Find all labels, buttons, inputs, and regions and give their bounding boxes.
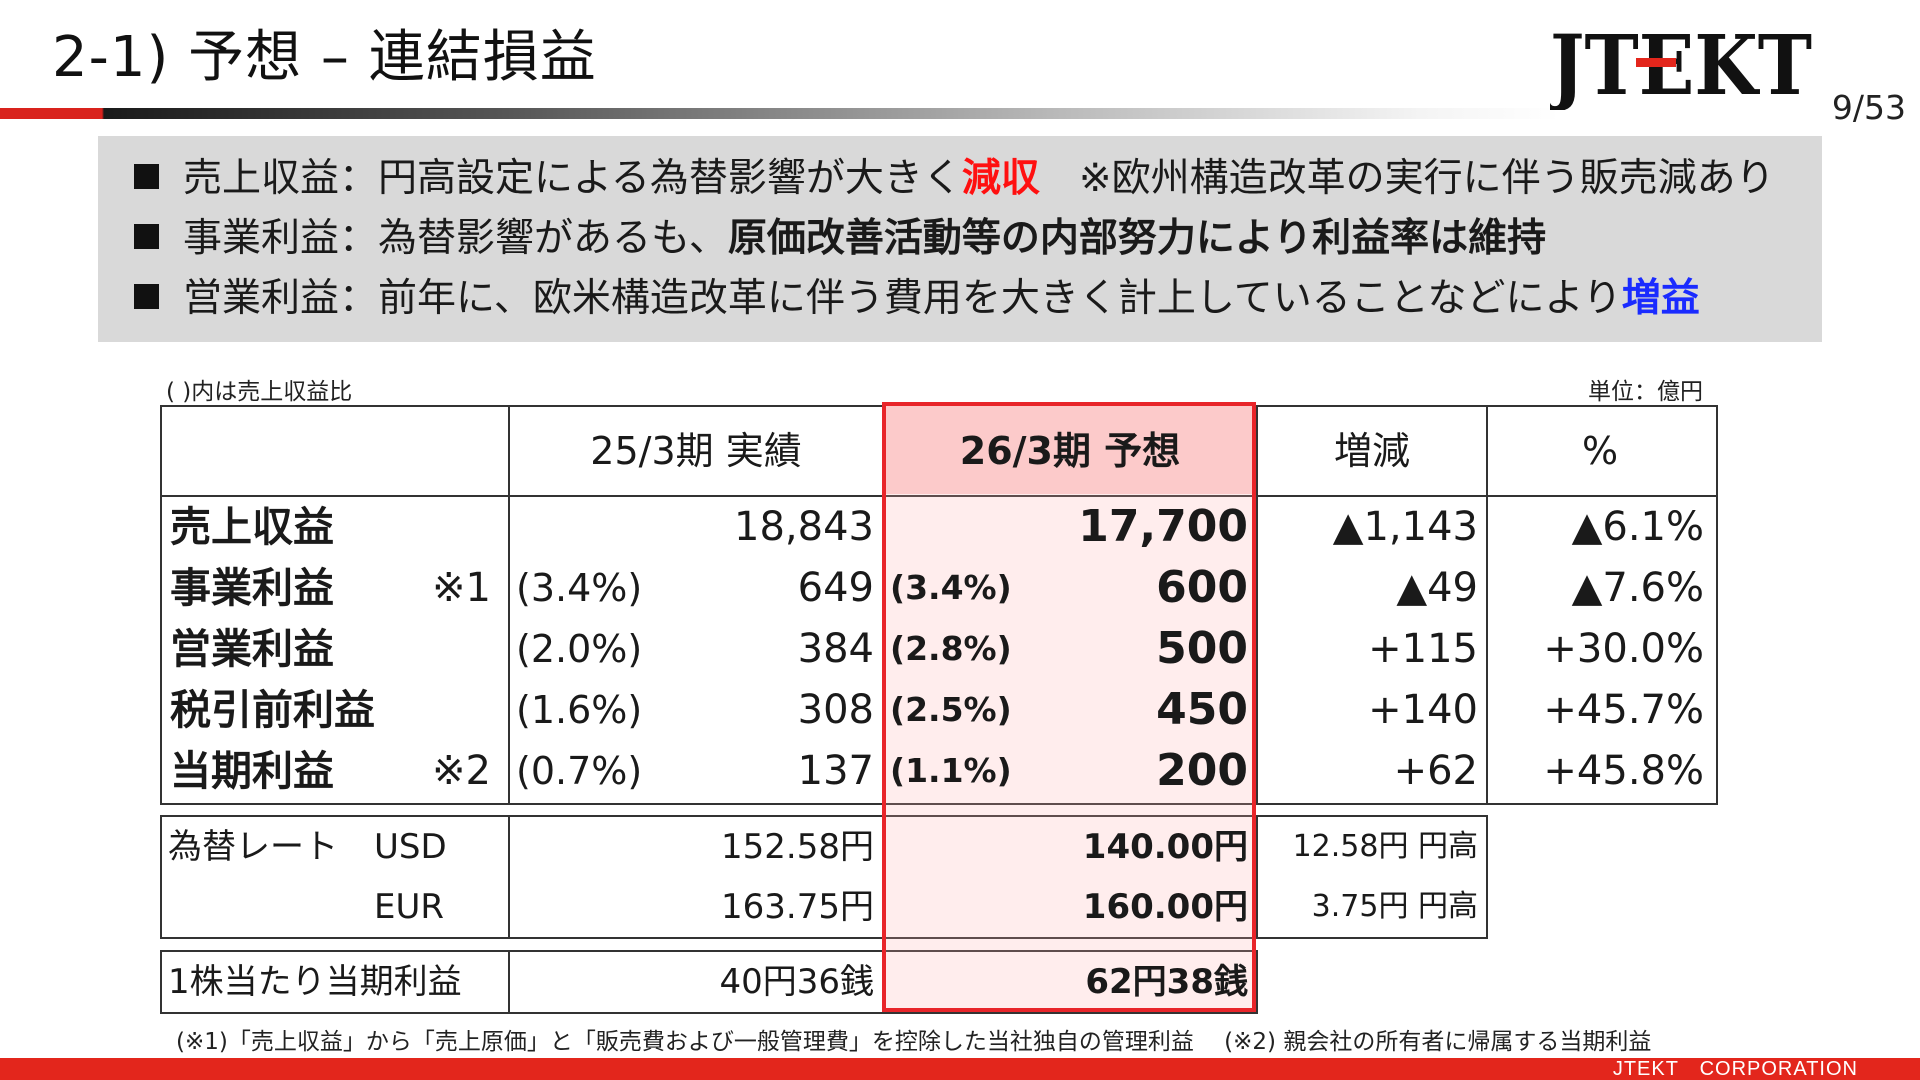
emphasis-decrease: 減収 [961, 156, 1040, 201]
cell-percent: +45.7% [1543, 687, 1704, 733]
cell-forecast-ratio: (2.5%) [890, 690, 1012, 729]
cell-forecast-ratio: (3.4%) [890, 568, 1012, 607]
cell-prev-value: 18,843 [734, 504, 874, 550]
jtekt-logo: JTEKT [1550, 18, 1812, 110]
cell-percent: +45.8% [1543, 748, 1704, 794]
cell-prev-value: 137 [797, 748, 874, 794]
table-column-divider [1486, 405, 1488, 805]
cell-prev-value: 308 [797, 687, 874, 733]
row-footnote-mark: ※2 [432, 748, 491, 794]
row-label-revenue: 売上収益 [170, 503, 334, 551]
eps-forecast: 62円38銭 [1085, 962, 1248, 1002]
unit-note: 単位：億円 [1588, 379, 1703, 405]
fx-label: 為替レート [168, 827, 338, 867]
page-title: 2-1) 予想 – 連結損益 [52, 25, 597, 90]
table-column-divider [508, 815, 510, 939]
cell-forecast-value: 450 [1156, 684, 1248, 735]
cell-change: ▲49 [1396, 565, 1478, 611]
cell-prev-ratio: (3.4%) [516, 566, 643, 610]
fx-currency-usd: USD [374, 827, 447, 867]
row-label-pretax-profit: 税引前利益 [170, 686, 375, 734]
footer-bar: JTEKT CORPORATION [0, 1058, 1920, 1080]
cell-forecast-ratio: (2.8%) [890, 629, 1012, 668]
svg-text:JTEKT: JTEKT [1550, 18, 1812, 110]
cell-forecast-value: 200 [1156, 745, 1248, 796]
header-percent: % [1581, 429, 1619, 473]
fx-prev-usd: 152.58円 [721, 827, 874, 867]
summary-line-operating-profit: 営業利益：前年に、欧米構造改革に伴う費用を大きく計上していることなどにより増益 [134, 274, 1700, 324]
cell-forecast-value: 500 [1156, 623, 1248, 674]
cell-percent: +30.0% [1543, 626, 1704, 672]
cell-percent: ▲7.6% [1571, 565, 1704, 611]
row-footnote-mark: ※1 [432, 565, 491, 611]
page-number: 9/53 [1831, 88, 1906, 127]
table-header-divider [160, 495, 1718, 497]
cell-prev-ratio: (0.7%) [516, 749, 643, 793]
table-column-divider [508, 405, 510, 805]
table-column-divider [1256, 815, 1258, 939]
cell-forecast-value: 17,700 [1078, 501, 1248, 552]
fx-change-usd: 12.58円 円高 [1292, 829, 1478, 864]
row-label-net-profit: 当期利益 [170, 747, 334, 795]
cell-forecast-ratio: (1.1%) [890, 751, 1012, 790]
fx-prev-eur: 163.75円 [721, 887, 874, 927]
cell-change: +140 [1368, 687, 1478, 733]
emphasis-margin: 原価改善活動等の内部努力により利益率は維持 [727, 216, 1547, 261]
summary-box: 売上収益：円高設定による為替影響が大きく減収 ※欧州構造改革の実行に伴う販売減あ… [98, 136, 1822, 342]
fx-forecast-eur: 160.00円 [1082, 887, 1248, 927]
cell-prev-value: 384 [797, 626, 874, 672]
fx-table [160, 815, 1488, 939]
fx-change-eur: 3.75円 円高 [1311, 889, 1478, 924]
cell-change: +115 [1368, 626, 1478, 672]
fx-forecast-usd: 140.00円 [1082, 827, 1248, 867]
footnote: (※1)「売上収益」から「売上原価」と「販売費および一般管理費」を控除した当社独… [176, 1029, 1652, 1055]
forecast-column-highlight [882, 402, 1256, 1012]
eps-table [160, 950, 1258, 1014]
header-forecast: 26/3期 予想 [959, 429, 1181, 473]
table-column-divider [1256, 405, 1258, 805]
cell-forecast-value: 600 [1156, 562, 1248, 613]
bullet-square-icon [134, 224, 159, 249]
summary-line-business-profit: 事業利益：為替影響があるも、原価改善活動等の内部努力により利益率は維持 [134, 214, 1546, 264]
header-change: 増減 [1333, 429, 1410, 473]
cell-prev-ratio: (2.0%) [516, 627, 643, 671]
cell-percent: ▲6.1% [1571, 504, 1704, 550]
cell-change: +62 [1393, 748, 1478, 794]
cell-change: ▲1,143 [1332, 504, 1478, 550]
fx-currency-eur: EUR [374, 887, 444, 927]
summary-line-revenue: 売上収益：円高設定による為替影響が大きく減収 ※欧州構造改革の実行に伴う販売減あ… [134, 154, 1775, 204]
footer-company: JTEKT CORPORATION [1612, 1058, 1858, 1080]
forecast-header-highlight [886, 406, 1252, 494]
ratio-note: ( )内は売上収益比 [166, 379, 353, 405]
header-prev-actual: 25/3期 実績 [590, 429, 802, 473]
row-label-operating-profit: 営業利益 [170, 625, 334, 673]
table-column-divider [508, 950, 510, 1014]
row-label-business-profit: 事業利益 [170, 564, 334, 612]
cell-prev-value: 649 [797, 565, 874, 611]
eps-label: 1株当たり当期利益 [168, 962, 462, 1002]
bullet-square-icon [134, 164, 159, 189]
cell-prev-ratio: (1.6%) [516, 688, 643, 732]
title-underline-bar [0, 108, 1560, 119]
emphasis-increase: 増益 [1621, 276, 1700, 321]
bullet-square-icon [134, 284, 159, 309]
eps-prev: 40円36銭 [719, 962, 874, 1002]
